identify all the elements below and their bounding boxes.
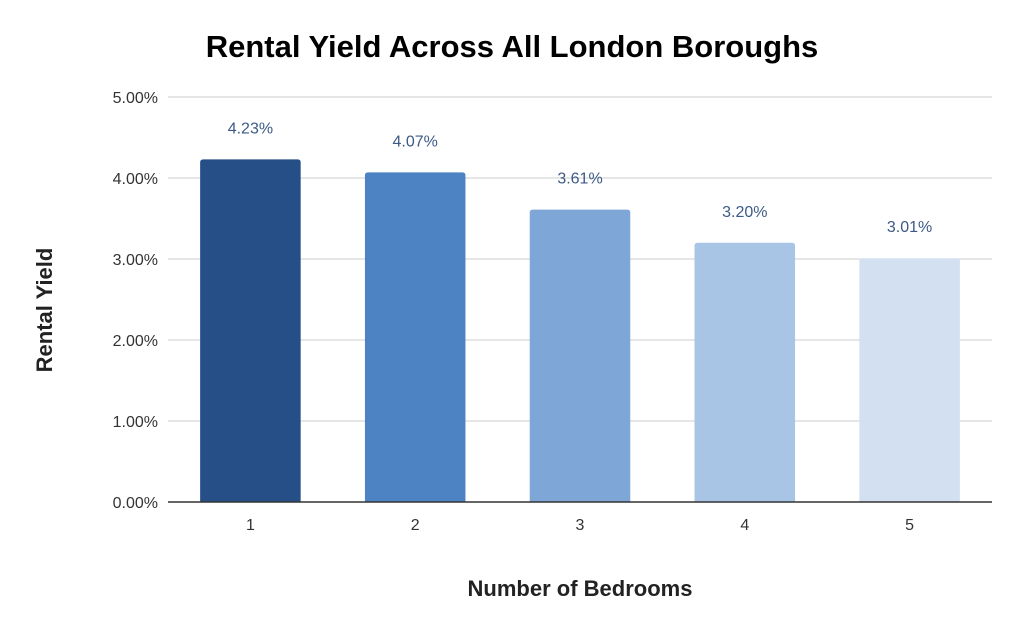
- y-axis-ticks: 0.00% 1.00% 2.00% 3.00% 4.00% 5.00%: [113, 90, 158, 512]
- x-axis-ticks: 1 2 3 4 5: [246, 517, 914, 534]
- y-tick-label: 2.00%: [113, 333, 158, 350]
- bar: [859, 258, 960, 502]
- y-tick-label: 3.00%: [113, 252, 158, 269]
- bar: [364, 172, 466, 502]
- data-label: 4.07%: [393, 133, 438, 150]
- x-tick-label: 4: [740, 517, 749, 534]
- bar: [200, 159, 301, 502]
- x-axis-title: Number of Bedrooms: [468, 576, 693, 601]
- x-tick-label: 3: [576, 517, 585, 534]
- bar: [529, 209, 631, 502]
- y-axis-title: Rental Yield: [32, 248, 57, 373]
- y-tick-label: 4.00%: [113, 171, 158, 188]
- y-tick-label: 0.00%: [113, 495, 158, 512]
- data-label: 3.20%: [722, 204, 767, 221]
- x-tick-label: 1: [246, 517, 255, 534]
- chart-title: Rental Yield Across All London Boroughs: [206, 29, 819, 64]
- bar: [694, 242, 796, 503]
- x-tick-label: 2: [411, 517, 420, 534]
- y-tick-label: 5.00%: [113, 90, 158, 107]
- data-label: 3.61%: [557, 171, 602, 188]
- x-tick-label: 5: [905, 517, 914, 534]
- data-label: 4.23%: [228, 120, 273, 137]
- data-labels: 4.23% 4.07% 3.61% 3.20% 3.01%: [228, 120, 933, 236]
- bars: [200, 159, 960, 503]
- y-tick-label: 1.00%: [113, 414, 158, 431]
- data-label: 3.01%: [887, 219, 932, 236]
